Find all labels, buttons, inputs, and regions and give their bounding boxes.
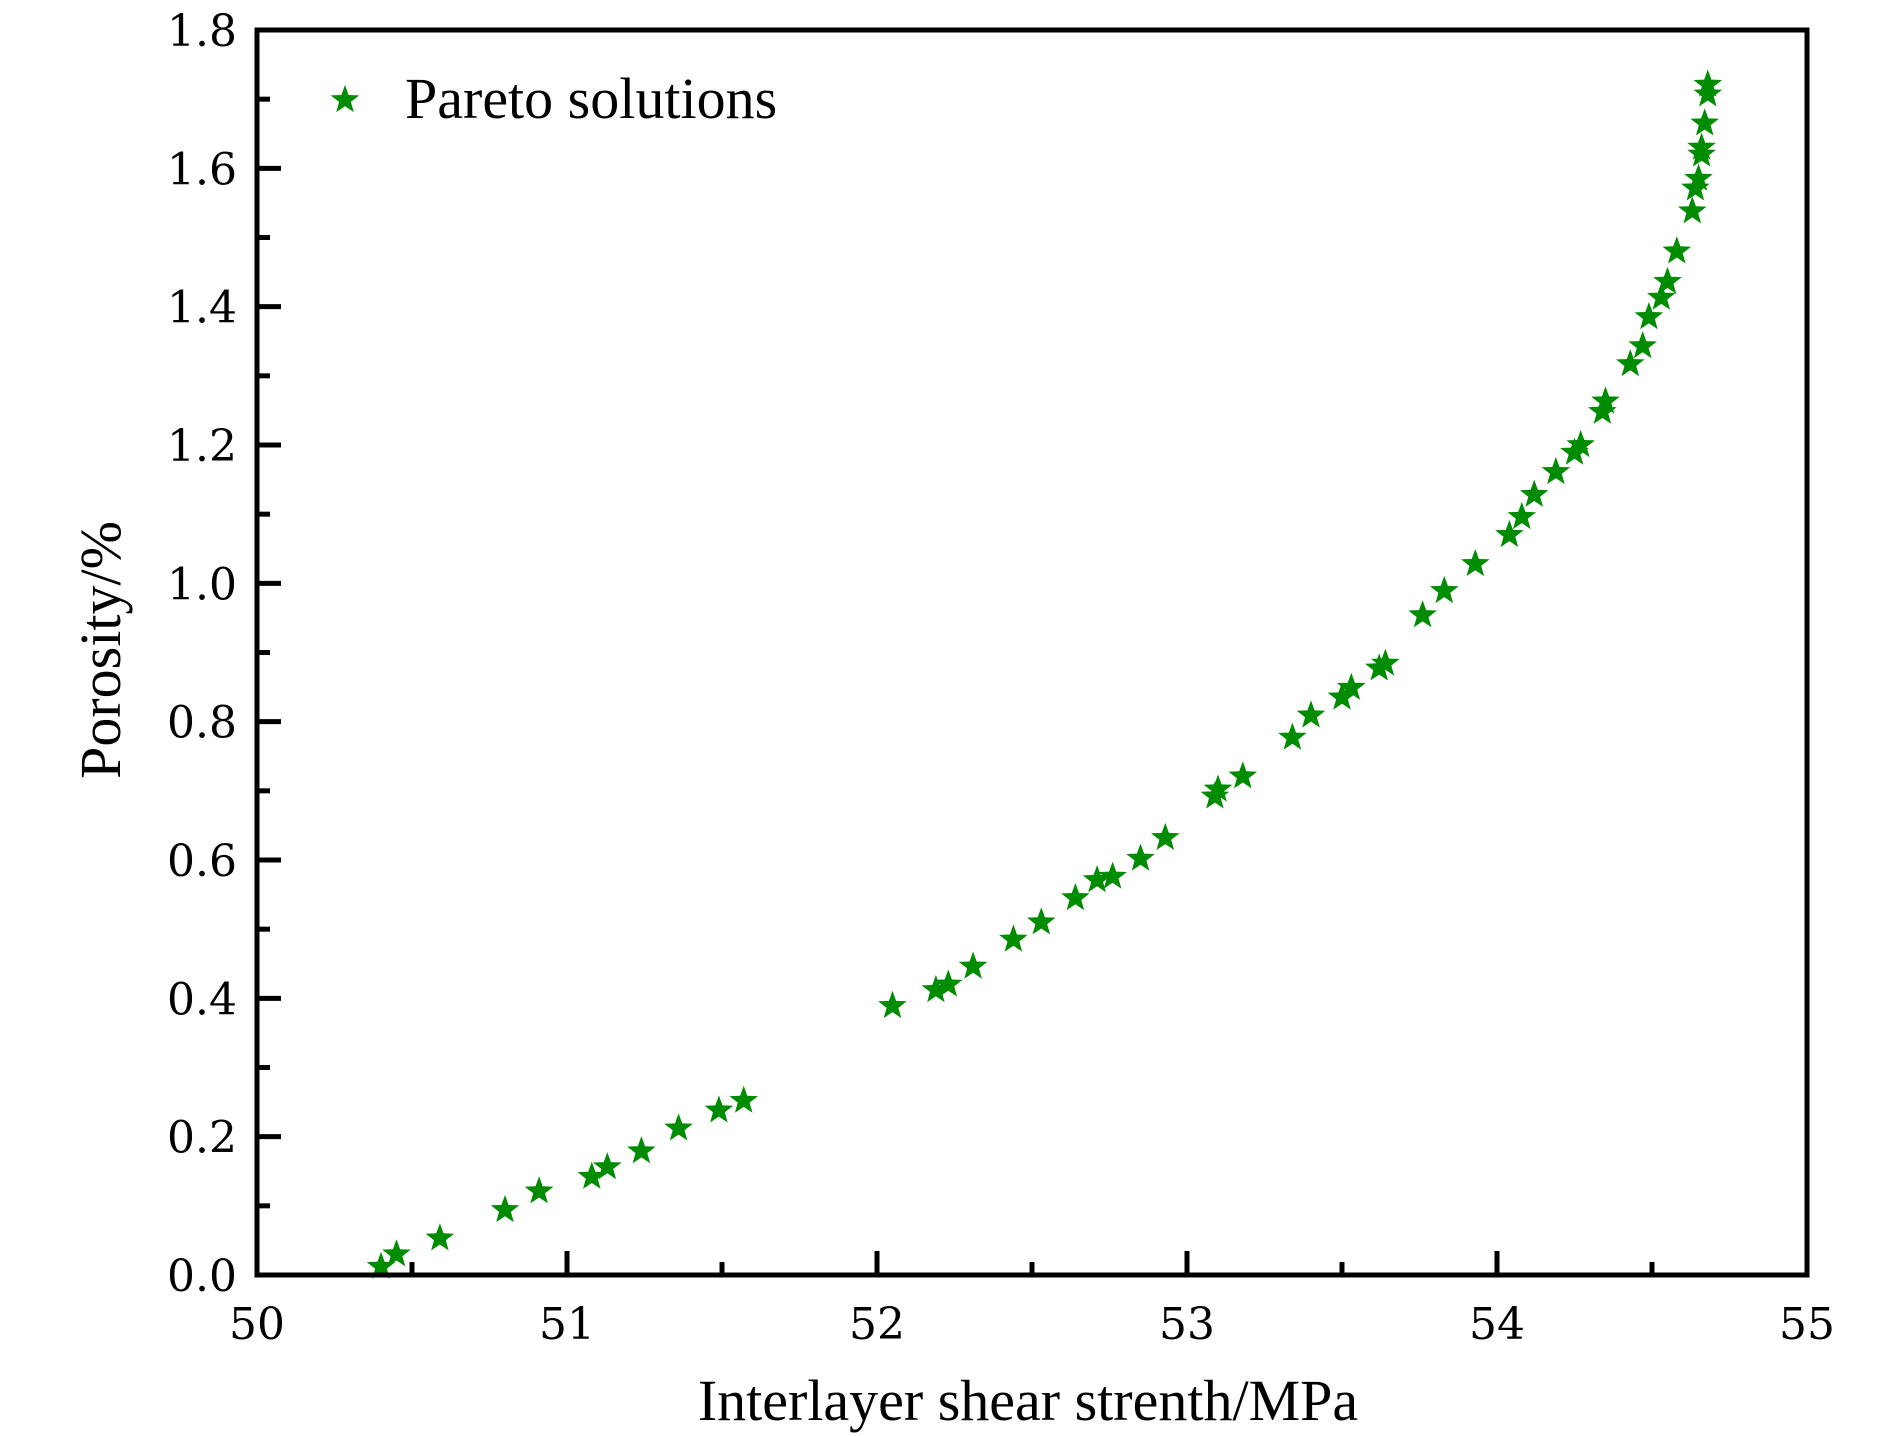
data-point-star xyxy=(1061,883,1090,911)
y-tick-label: 0.8 xyxy=(167,698,237,749)
data-point-star xyxy=(1082,865,1112,893)
plot-frame xyxy=(254,27,1810,1278)
y-tick-label: 1.4 xyxy=(167,283,237,334)
data-point-star xyxy=(593,1152,622,1180)
data-point-star xyxy=(999,924,1028,952)
y-tick-label: 1.0 xyxy=(167,559,237,610)
x-axis-title: Interlayer shear strenth/MPa xyxy=(698,1368,1358,1433)
data-point-star xyxy=(1278,722,1307,750)
data-point-star xyxy=(577,1161,607,1189)
data-point-star xyxy=(1588,396,1617,424)
data-point-star xyxy=(627,1136,656,1164)
data-point-star xyxy=(1591,386,1620,414)
data-point-star xyxy=(490,1195,520,1223)
data-point-star xyxy=(1566,430,1595,458)
points-layer xyxy=(366,69,1723,1279)
data-point-star xyxy=(1653,266,1682,294)
legend-star-icon xyxy=(330,85,360,113)
data-point-star xyxy=(1151,822,1180,850)
x-tick-label: 55 xyxy=(1779,1299,1835,1350)
data-point-star xyxy=(1203,774,1233,802)
y-tick-label: 1.2 xyxy=(167,421,237,472)
data-point-star xyxy=(1662,236,1692,264)
data-point-star xyxy=(704,1095,734,1123)
y-tick-label: 0.2 xyxy=(167,1113,237,1164)
x-tick-label: 54 xyxy=(1469,1299,1525,1350)
x-tick-label: 52 xyxy=(849,1299,905,1350)
data-point-star xyxy=(729,1085,758,1113)
data-point-star xyxy=(1684,163,1713,191)
x-tick-label: 50 xyxy=(229,1299,285,1350)
y-tick-label: 0.0 xyxy=(167,1251,237,1302)
data-point-star xyxy=(664,1113,693,1141)
y-tick-label: 0.4 xyxy=(167,974,237,1025)
data-point-star xyxy=(1296,700,1326,728)
data-point-star xyxy=(1507,501,1537,530)
data-point-star xyxy=(1687,132,1716,160)
data-point-star xyxy=(1027,907,1056,935)
data-point-star xyxy=(1430,575,1459,604)
data-point-star xyxy=(1519,479,1549,507)
data-point-star xyxy=(1628,331,1657,359)
y-axis-title: Porosity/% xyxy=(68,521,133,779)
data-point-star xyxy=(1461,549,1490,577)
data-point-star xyxy=(958,951,988,979)
ticks-layer xyxy=(254,27,1810,1278)
data-point-star xyxy=(1327,682,1357,710)
legend: Pareto solutions xyxy=(330,66,777,131)
data-point-star xyxy=(1337,672,1366,700)
data-point-star xyxy=(1647,282,1676,310)
y-tick-label: 1.8 xyxy=(167,6,237,57)
legend-label: Pareto solutions xyxy=(405,66,777,131)
data-point-star xyxy=(1634,302,1664,330)
data-point-star xyxy=(1408,600,1437,628)
x-tick-label: 53 xyxy=(1159,1299,1215,1350)
data-point-star xyxy=(524,1176,554,1204)
labels-layer: 50 51 52 53 54 55 0.0 0.2 0.4 0.6 0.8 1.0 1.2 1.4 1.6 1… xyxy=(167,6,1835,1350)
data-point-star xyxy=(1541,457,1571,485)
data-point-star xyxy=(1690,108,1719,136)
data-point-star xyxy=(878,990,907,1019)
y-tick-label: 1.6 xyxy=(167,144,237,195)
data-point-star xyxy=(1693,69,1723,97)
data-point-star xyxy=(1693,79,1723,107)
y-tick-label: 0.6 xyxy=(167,836,237,887)
data-point-star xyxy=(1371,648,1400,676)
data-point-star xyxy=(1228,761,1258,789)
data-point-star xyxy=(1678,196,1707,224)
data-point-star xyxy=(1495,519,1524,548)
data-point-star xyxy=(921,975,951,1003)
data-point-star xyxy=(934,969,963,997)
data-point-star xyxy=(1098,861,1127,889)
data-point-star xyxy=(1126,843,1155,871)
x-tick-label: 51 xyxy=(539,1299,595,1350)
data-point-star xyxy=(425,1223,455,1251)
data-point-star xyxy=(382,1239,411,1267)
data-point-star xyxy=(366,1251,396,1279)
data-point-star xyxy=(1616,349,1645,377)
